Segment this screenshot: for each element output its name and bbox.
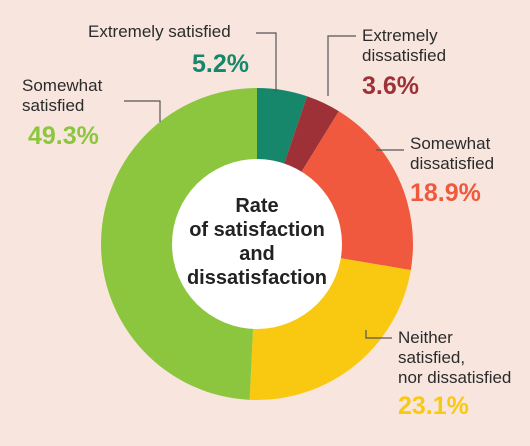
leader-line <box>124 100 161 122</box>
value-label: 3.6% <box>362 72 419 100</box>
leader-line <box>327 35 356 96</box>
category-label: Somewhat satisfied <box>22 76 103 115</box>
donut-hole <box>172 159 342 329</box>
category-label: Neither satisfied, nor dissatisfied <box>398 328 512 387</box>
leader-line <box>365 330 392 339</box>
title-line: dissatisfaction <box>186 267 328 289</box>
value-label: 23.1% <box>398 392 469 420</box>
title-line: of satisfaction <box>189 219 325 241</box>
value-label: 18.9% <box>410 179 481 207</box>
category-label: Extremely dissatisfied <box>362 26 447 65</box>
value-label: 5.2% <box>192 50 249 78</box>
value-label: 49.3% <box>28 122 99 150</box>
category-label: Extremely satisfied <box>88 22 231 41</box>
leader-line <box>256 32 277 92</box>
title-line: and <box>239 243 275 265</box>
category-label: Somewhat dissatisfied <box>410 134 495 173</box>
title-line: Rate <box>235 195 279 217</box>
center-title: Rate of satisfaction and dissatisfaction <box>172 194 342 290</box>
